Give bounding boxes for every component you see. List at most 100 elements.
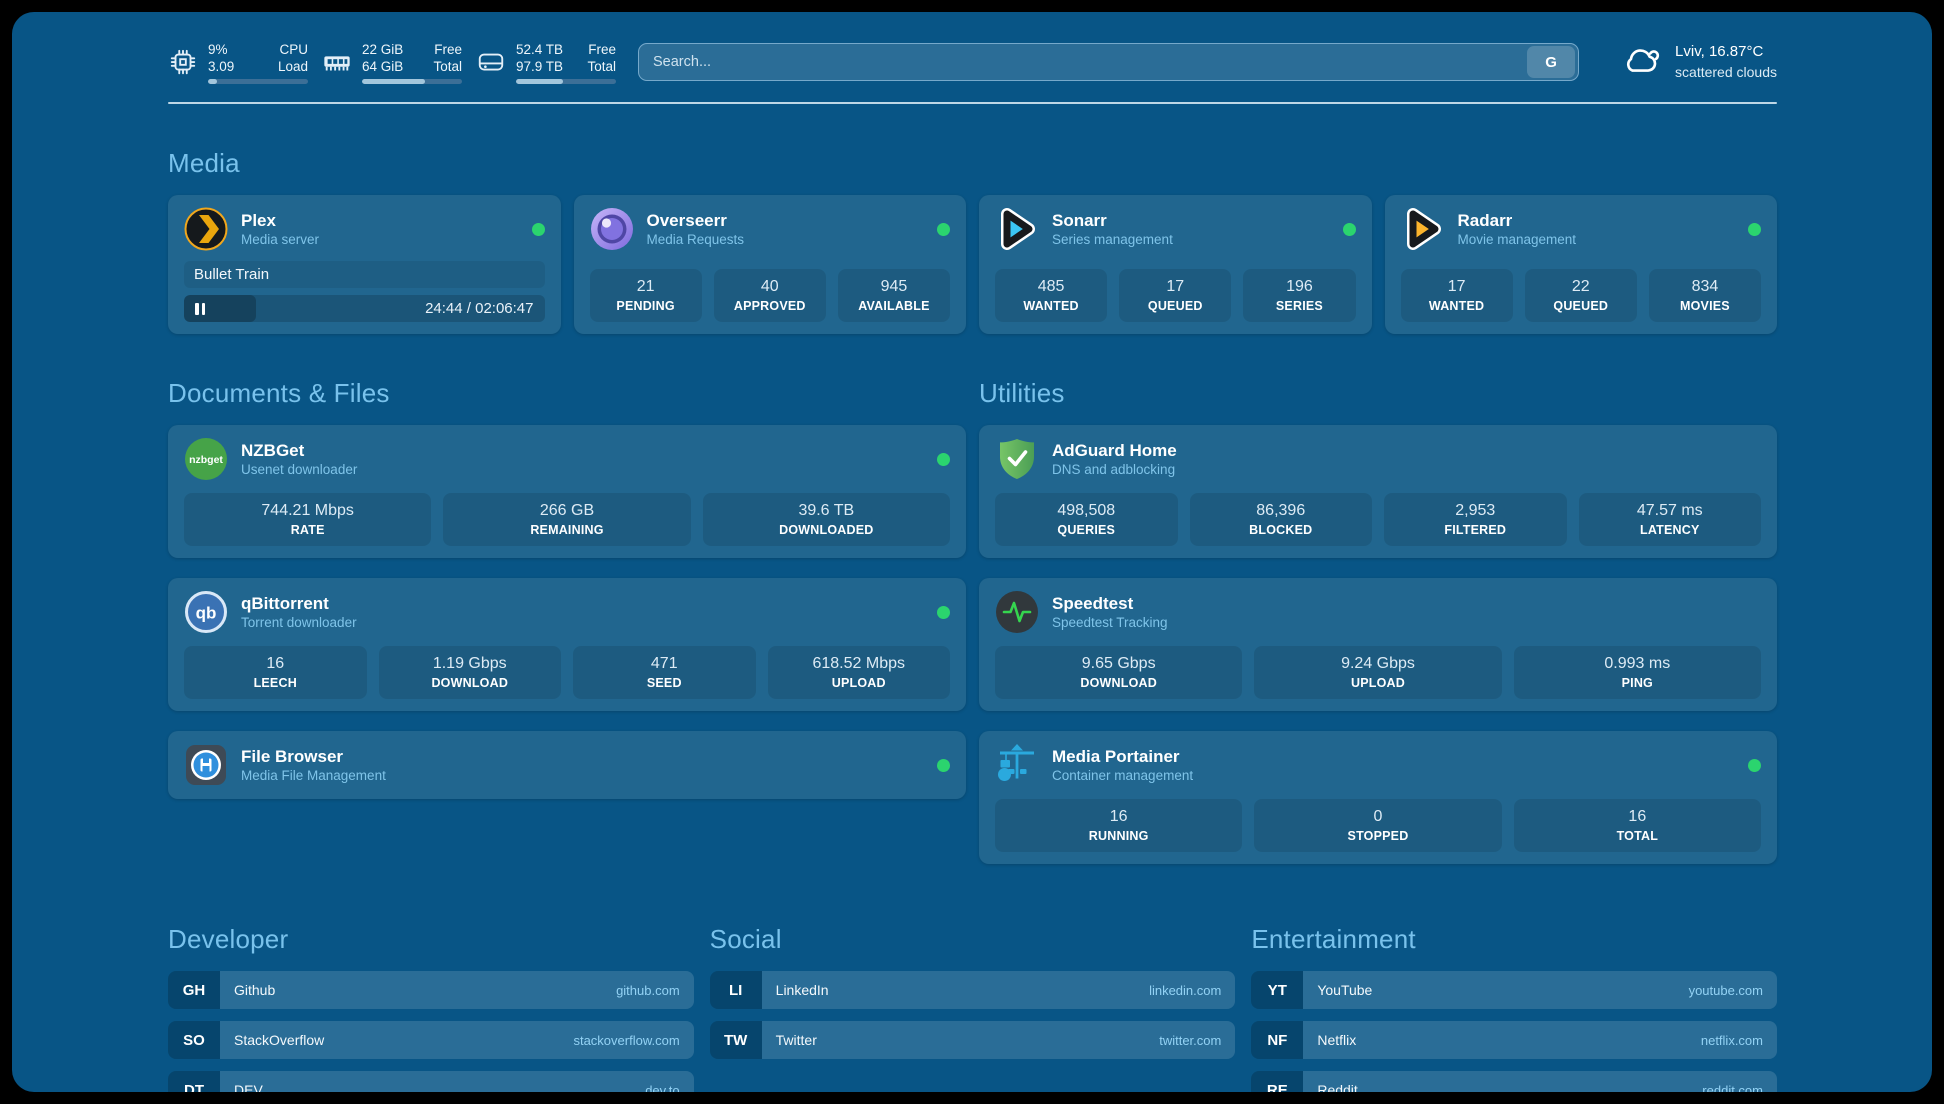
stat-label: PENDING xyxy=(616,299,675,313)
bookmark-domain: github.com xyxy=(616,982,680,998)
bookmark-github[interactable]: GH Github github.com xyxy=(168,971,694,1009)
bookmark-groups: Developer GH Github github.com SO StackOverfl… xyxy=(168,924,1777,1092)
resource-progress-fill xyxy=(208,78,217,84)
section-utilities: Utilities AdGuard Home DNS and adblocking… xyxy=(979,334,1777,884)
stat-label: PING xyxy=(1621,676,1653,690)
card-sonarr[interactable]: Sonarr Series management 485 WANTED 17 QUEUED… xyxy=(979,195,1372,334)
stat-value: 47.57 ms xyxy=(1636,502,1703,519)
bookmark-body: Netflix netflix.com xyxy=(1303,1021,1777,1059)
stat-label: SEED xyxy=(646,676,682,690)
resource-text: 52.4 TB 97.9 TB Free Total xyxy=(516,41,616,75)
bookmark-group-title: Developer xyxy=(168,924,289,954)
card-stats: 17 WANTED 22 QUEUED 834 MOVIES xyxy=(1400,257,1762,322)
stat-label: RATE xyxy=(290,523,325,537)
nzbget-icon: nzbget xyxy=(184,437,228,481)
topbar-divider xyxy=(168,102,1777,104)
resource-value: 9% xyxy=(208,41,228,57)
bookmark-netflix[interactable]: NF Netflix netflix.com xyxy=(1251,1021,1777,1059)
search-bar[interactable]: G xyxy=(638,43,1580,81)
card-speedtest[interactable]: Speedtest Speedtest Tracking 9.65 Gbps DOWN… xyxy=(979,578,1777,711)
bookmark-abbr: NF xyxy=(1251,1021,1304,1059)
bookmark-name: Reddit xyxy=(1317,1082,1358,1092)
stat-value: 21 xyxy=(636,278,655,295)
card-stats: 16 RUNNING 0 STOPPED 16 TOTAL xyxy=(995,787,1761,852)
card-titles: Media Portainer Container management xyxy=(1052,746,1193,784)
bookmark-body: Twitter twitter.com xyxy=(761,1021,1236,1059)
card-description: Torrent downloader xyxy=(241,615,357,630)
stat-value: 618.52 Mbps xyxy=(812,655,905,672)
bookmark-group-title: Entertainment xyxy=(1251,924,1416,954)
card-name: Sonarr xyxy=(1052,211,1107,230)
stat-box: 744.21 Mbps RATE xyxy=(184,493,432,546)
status-dot xyxy=(937,605,950,619)
card-adguard[interactable]: AdGuard Home DNS and adblocking 498,508 QUE… xyxy=(979,425,1777,558)
stat-box: 498,508 QUERIES xyxy=(995,493,1178,546)
card-description: Container management xyxy=(1052,768,1194,783)
card-description: Movie management xyxy=(1457,232,1577,247)
card-portainer[interactable]: Media Portainer Container management 16 RUN… xyxy=(979,731,1777,864)
card-name: Speedtest xyxy=(1052,594,1134,613)
pause-button[interactable] xyxy=(195,302,205,315)
stat-value: 22 xyxy=(1571,278,1590,295)
section-documents-files: Documents & Files nzbget NZBGet Usenet dow… xyxy=(168,334,966,884)
stat-box: 9.24 Gbps UPLOAD xyxy=(1254,646,1502,699)
card-titles: Overseerr Media Requests xyxy=(647,210,745,248)
card-description: Media server xyxy=(241,232,320,247)
svg-text:qb: qb xyxy=(196,604,217,623)
sonarr-icon xyxy=(995,207,1039,251)
bookmark-reddit[interactable]: RE Reddit reddit.com xyxy=(1251,1071,1777,1092)
card-radarr[interactable]: Radarr Movie management 17 WANTED 22 QUEUED 83… xyxy=(1384,195,1777,334)
resource-monitor: 52.4 TB 97.9 TB Free Total xyxy=(476,41,616,84)
cpu-icon xyxy=(168,47,198,77)
now-playing-seekbar[interactable]: 24:44 / 02:06:47 xyxy=(184,295,545,322)
card-header: Overseerr Media Requests xyxy=(590,207,950,251)
bookmark-youtube[interactable]: YT YouTube youtube.com xyxy=(1251,971,1777,1009)
stat-box: 0 STOPPED xyxy=(1254,799,1502,852)
stat-value: 1.19 Gbps xyxy=(432,655,507,672)
bookmark-stackoverflow[interactable]: SO StackOverflow stackoverflow.com xyxy=(168,1021,694,1059)
card-qbittorrent[interactable]: qb qBittorrent Torrent downloader 16 LEECH 1.… xyxy=(168,578,966,711)
card-filebrowser[interactable]: File Browser Media File Management xyxy=(168,731,966,799)
stat-label: RUNNING xyxy=(1088,829,1149,843)
cloud-icon xyxy=(1621,39,1663,86)
bookmark-abbr: YT xyxy=(1251,971,1304,1009)
now-playing-time: 24:44 / 02:06:47 xyxy=(425,300,534,317)
bookmark-body: LinkedIn linkedin.com xyxy=(761,971,1236,1009)
bookmark-name: Netflix xyxy=(1317,1032,1357,1048)
section-title-utilities: Utilities xyxy=(979,378,1065,408)
card-name: Media Portainer xyxy=(1052,747,1180,766)
bookmark-dev[interactable]: DT DEV dev.to xyxy=(168,1071,694,1092)
pause-bar xyxy=(195,302,199,315)
search-input[interactable] xyxy=(639,54,1528,70)
card-plex[interactable]: Plex Media server Bullet Train 24:44 / 02:0… xyxy=(168,195,561,334)
card-nzbget[interactable]: nzbget NZBGet Usenet downloader 744.21 Mbps… xyxy=(168,425,966,558)
stat-value: 16 xyxy=(1628,808,1647,825)
resource-monitor: 9% 3.09 CPU Load xyxy=(168,41,308,84)
bookmark-domain: youtube.com xyxy=(1688,982,1763,998)
card-titles: File Browser Media File Management xyxy=(241,746,386,784)
overseerr-icon xyxy=(590,207,634,251)
resource-text: 22 GiB 64 GiB Free Total xyxy=(362,41,462,75)
bookmark-name: DEV xyxy=(234,1082,263,1092)
card-overseerr[interactable]: Overseerr Media Requests 21 PENDING 40 APPROV… xyxy=(573,195,966,334)
stat-label: DOWNLOAD xyxy=(1080,676,1157,690)
bookmark-name: StackOverflow xyxy=(234,1032,325,1048)
stat-label: UPLOAD xyxy=(831,676,886,690)
stat-label: UPLOAD xyxy=(1351,676,1405,690)
stat-box: 16 TOTAL xyxy=(1513,799,1761,852)
bookmark-linkedin[interactable]: LI LinkedIn linkedin.com xyxy=(709,971,1236,1009)
card-name: NZBGet xyxy=(241,441,305,460)
stat-label: QUERIES xyxy=(1057,523,1116,537)
section-title-documents-files: Documents & Files xyxy=(168,378,390,408)
section-title-media: Media xyxy=(168,148,240,178)
search-provider-button[interactable]: G xyxy=(1527,46,1576,78)
status-dot xyxy=(937,758,950,772)
dashboard-page: 9% 3.09 CPU Load 22 GiB 64 GiB Free Total 52.4 T… xyxy=(12,12,1932,1092)
resource-label: CPU xyxy=(279,41,308,57)
stat-label: LATENCY xyxy=(1640,523,1700,537)
resource-progress-fill xyxy=(362,78,425,84)
stat-box: 22 QUEUED xyxy=(1524,269,1637,322)
bookmark-twitter[interactable]: TW Twitter twitter.com xyxy=(709,1021,1236,1059)
card-titles: Radarr Movie management xyxy=(1458,210,1577,248)
bookmark-name: Github xyxy=(234,982,276,998)
